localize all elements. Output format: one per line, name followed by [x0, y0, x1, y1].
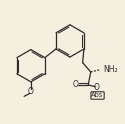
Text: O: O [94, 83, 100, 92]
Text: O: O [28, 87, 34, 96]
Text: O: O [72, 80, 78, 89]
FancyBboxPatch shape [91, 92, 104, 99]
Text: Abs: Abs [91, 93, 104, 98]
Text: NH₂: NH₂ [103, 65, 118, 74]
